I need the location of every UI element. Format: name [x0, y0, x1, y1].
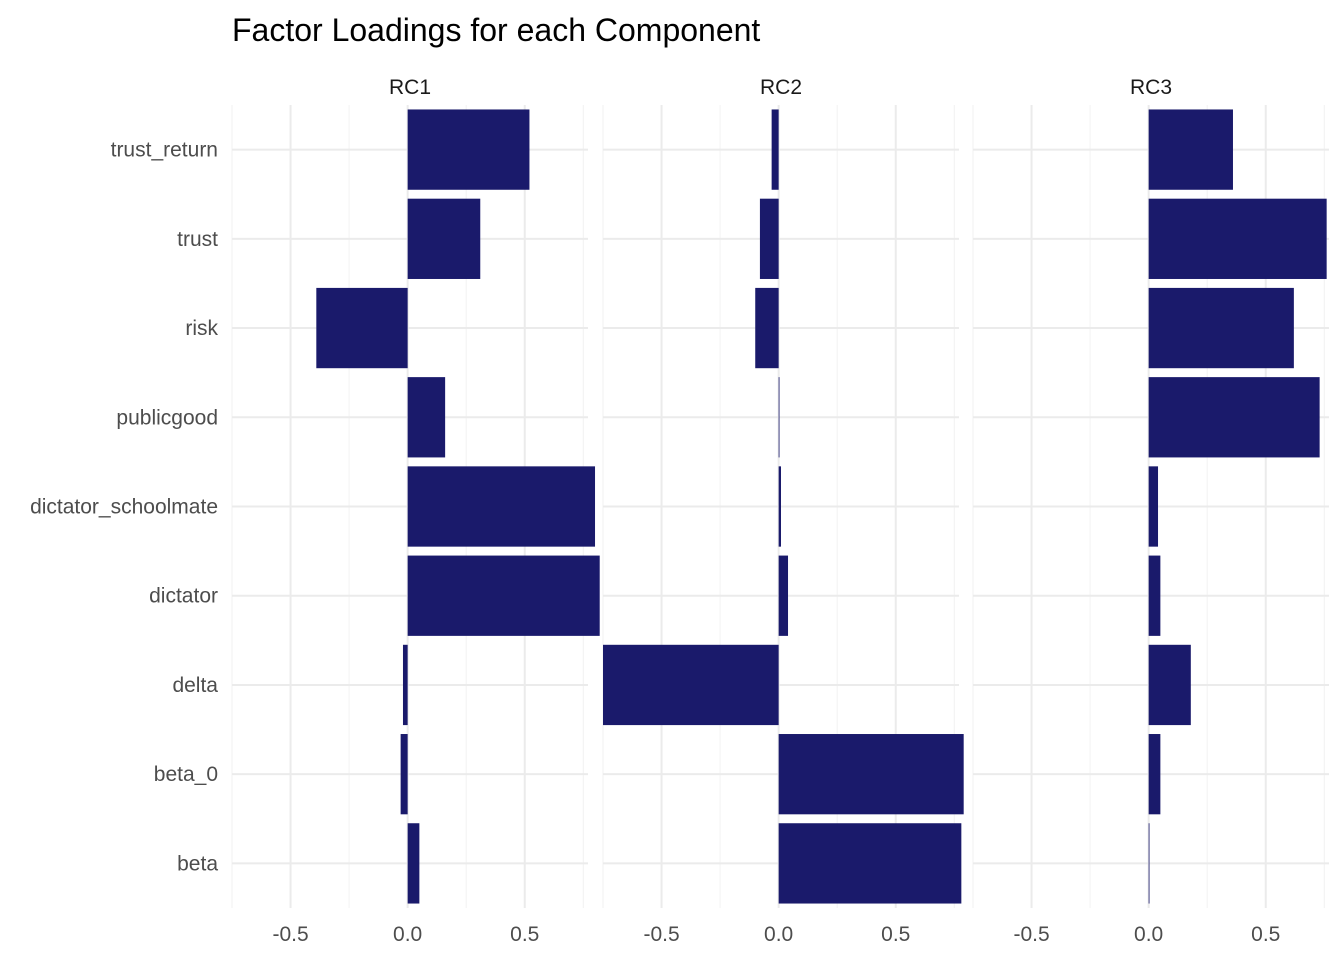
category-label: beta_0: [154, 763, 218, 786]
bar-rc2-trust: [759, 198, 779, 279]
bar-rc1-beta: [407, 823, 420, 904]
bar-rc3-trust_return: [1148, 109, 1233, 190]
category-label: beta: [177, 852, 218, 875]
category-label: dictator_schoolmate: [30, 496, 218, 519]
facet-panel-rc3: RC3 -0.5 0.0 0.5: [972, 76, 1329, 946]
category-label: risk: [185, 317, 218, 340]
category-label: trust_return: [111, 139, 218, 162]
category-label: dictator: [149, 585, 218, 608]
x-tick-label: -0.5: [643, 923, 679, 946]
facet-label: RC2: [760, 76, 802, 99]
bar-rc3-trust: [1148, 198, 1327, 279]
facet-panel-rc1: RC1 -0.5 0.0 0.5: [231, 76, 600, 946]
bar-rc3-dictator_schoolmate: [1148, 466, 1159, 547]
bar-rc2-trust_return: [771, 109, 779, 190]
x-tick-label: 0.5: [1251, 923, 1280, 946]
bar-rc2-dictator: [778, 555, 789, 636]
facet-label: RC3: [1130, 76, 1172, 99]
chart-title: Factor Loadings for each Component: [232, 12, 760, 48]
x-tick-label: 0.0: [1134, 923, 1163, 946]
x-tick-label: 0.5: [510, 923, 539, 946]
bar-rc3-beta: [1148, 823, 1150, 904]
bar-rc2-beta_0: [778, 734, 964, 815]
bar-rc2-delta: [603, 644, 779, 726]
x-tick-label: 0.5: [881, 923, 910, 946]
bar-rc1-dictator_schoolmate: [407, 466, 596, 547]
x-tick-label: -0.5: [1013, 923, 1049, 946]
facet-panels: RC1 -0.5 0.0 0.5 RC2 -0.5 0.0 0.5 RC3 -0.5 0.0 0.5: [231, 76, 1329, 946]
bar-rc3-dictator: [1148, 555, 1161, 636]
facet-panel-rc2: RC2 -0.5 0.0 0.5: [602, 76, 964, 946]
bar-rc2-risk: [755, 287, 779, 369]
x-tick-label: 0.0: [393, 923, 422, 946]
bar-rc1-beta_0: [400, 734, 408, 815]
bar-rc1-trust: [407, 198, 481, 279]
category-label: trust: [177, 228, 218, 251]
bar-rc2-dictator_schoolmate: [778, 466, 781, 547]
x-tick-label: 0.0: [764, 923, 793, 946]
bar-rc3-risk: [1148, 287, 1294, 369]
bar-rc2-beta: [778, 823, 962, 904]
bar-rc1-publicgood: [407, 377, 446, 458]
bar-rc1-trust_return: [407, 109, 530, 190]
category-label: publicgood: [116, 406, 218, 429]
bar-rc3-delta: [1148, 644, 1191, 726]
x-tick-label: -0.5: [272, 923, 308, 946]
bar-rc1-risk: [316, 287, 408, 369]
bar-rc2-publicgood: [778, 377, 780, 458]
category-label: delta: [172, 674, 218, 697]
facet-label: RC1: [389, 76, 431, 99]
bar-rc3-beta_0: [1148, 734, 1161, 815]
bar-rc3-publicgood: [1148, 377, 1320, 458]
bar-rc1-delta: [402, 644, 408, 726]
bar-rc1-dictator: [407, 555, 600, 636]
